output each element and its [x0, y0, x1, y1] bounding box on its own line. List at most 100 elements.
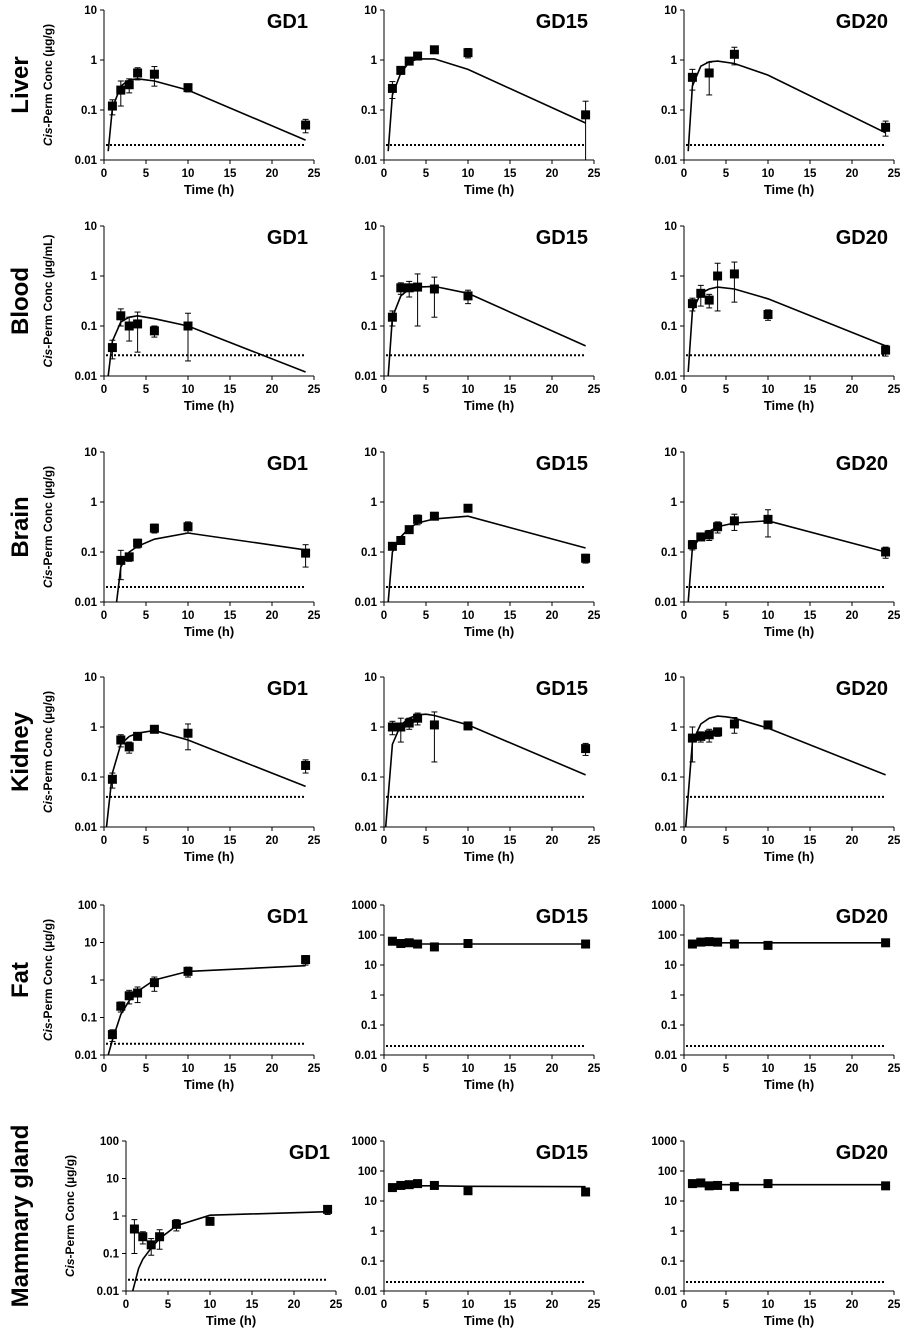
data-point-marker	[183, 83, 193, 93]
chart-panel-kidney-gd20: 0.01 0.1 1 10 0 5 10 15 20 25 Time (h) GD20	[655, 672, 901, 864]
data-point-marker	[116, 1001, 126, 1011]
data-point-marker	[413, 713, 423, 723]
x-axis-title: Time (h)	[464, 398, 514, 413]
y-tick-label: 0.01	[75, 597, 98, 609]
chart-panel-mammary-gland-gd15: 0.01 0.1 1 10 100 1000 0 5 10 15 20 25 Time (h) GD15	[351, 1136, 601, 1328]
y-tick-label: 10	[664, 5, 677, 17]
chart-panel-kidney-gd15: 0.01 0.1 1 10 0 5 10 15 20 25 Time (h) GD15	[355, 672, 601, 864]
x-axis-title: Time (h)	[764, 398, 814, 413]
y-tick-label: 0.01	[655, 371, 678, 383]
data-point-marker	[155, 1232, 165, 1242]
x-tick-label: 0	[681, 610, 687, 622]
x-tick-label: 5	[143, 610, 150, 622]
y-tick-label: 1000	[351, 900, 377, 912]
x-tick-label: 5	[723, 168, 730, 180]
x-tick-label: 20	[846, 610, 859, 622]
x-tick-label: 15	[804, 1299, 817, 1311]
y-tick-label: 0.01	[75, 822, 98, 834]
x-tick-label: 5	[423, 835, 430, 847]
data-point-marker	[116, 555, 126, 565]
x-tick-label: 0	[381, 835, 387, 847]
y-tick-label: 10	[664, 447, 677, 459]
x-tick-label: 25	[308, 610, 321, 622]
x-axis-title: Time (h)	[464, 1077, 514, 1092]
y-axis-title: Cis-Perm Conc (µg/g)	[41, 24, 55, 146]
chart-panel-fat-gd1: 0.01 0.1 1 10 100 0 5 10 15 20 25 Time (h) GD1	[75, 900, 321, 1092]
x-tick-label: 25	[308, 835, 321, 847]
x-tick-label: 15	[224, 610, 237, 622]
x-tick-label: 10	[762, 1299, 775, 1311]
data-point-marker	[413, 1179, 423, 1189]
x-tick-label: 0	[101, 835, 107, 847]
data-point-marker	[429, 720, 439, 730]
tissue-row-label: Liver	[7, 56, 34, 113]
x-tick-label: 20	[546, 1063, 559, 1075]
y-tick-label: 100	[658, 930, 677, 942]
y-tick-label: 0.1	[361, 547, 378, 559]
data-point-marker	[581, 939, 591, 949]
x-tick-label: 15	[504, 384, 517, 396]
y-tick-label: 0.01	[75, 155, 98, 167]
y-tick-label: 100	[358, 930, 377, 942]
y-tick-label: 0.01	[655, 1050, 678, 1062]
data-point-marker	[463, 503, 473, 513]
y-tick-label: 1	[671, 55, 678, 67]
x-tick-label: 20	[546, 168, 559, 180]
y-tick-label: 1	[371, 1226, 378, 1238]
data-point-marker	[387, 722, 397, 732]
data-point-marker	[404, 1180, 414, 1190]
panel-title: GD20	[836, 453, 888, 475]
y-tick-label: 10	[84, 5, 97, 17]
x-tick-label: 10	[462, 1299, 475, 1311]
y-axis-title: Cis-Perm Conc (µg/mL)	[41, 235, 55, 368]
x-tick-label: 25	[588, 1063, 601, 1075]
x-tick-label: 15	[504, 168, 517, 180]
data-point-marker	[387, 312, 397, 322]
x-tick-label: 15	[504, 1299, 517, 1311]
data-point-marker	[696, 288, 706, 298]
x-tick-label: 5	[723, 835, 730, 847]
x-axis-title: Time (h)	[464, 849, 514, 864]
y-tick-label: 0.1	[661, 105, 678, 117]
tissue-row-label: Fat	[7, 962, 34, 998]
data-point-marker	[704, 730, 714, 740]
y-tick-label: 10	[364, 221, 377, 233]
y-tick-label: 100	[658, 1166, 677, 1178]
data-point-marker	[729, 939, 739, 949]
model-curve	[687, 60, 886, 152]
panel-title: GD20	[836, 1142, 888, 1164]
data-point-marker	[763, 309, 773, 319]
y-tick-label: 1	[671, 497, 678, 509]
data-point-marker	[149, 523, 159, 533]
data-point-marker	[463, 939, 473, 949]
panel-title: GD15	[536, 453, 588, 475]
x-tick-label: 25	[888, 835, 901, 847]
x-axis-title: Time (h)	[764, 1313, 814, 1328]
y-tick-label: 0.01	[355, 597, 378, 609]
y-tick-label: 10	[364, 672, 377, 684]
data-point-marker	[429, 1180, 439, 1190]
y-tick-label: 1	[671, 990, 678, 1002]
x-tick-label: 5	[723, 1063, 730, 1075]
x-tick-label: 0	[101, 384, 107, 396]
data-point-marker	[133, 731, 143, 741]
chart-panel-mammary-gland-gd20: 0.01 0.1 1 10 100 1000 0 5 10 15 20 25 Time (h) GD20	[651, 1136, 901, 1328]
data-point-marker	[387, 936, 397, 946]
y-tick-label: 0.1	[81, 105, 98, 117]
model-curve	[384, 713, 586, 828]
y-tick-label: 0.1	[361, 772, 378, 784]
data-point-marker	[171, 1219, 181, 1229]
model-curve	[105, 729, 306, 828]
data-point-marker	[149, 326, 159, 336]
x-axis-title: Time (h)	[184, 398, 234, 413]
data-point-marker	[713, 1180, 723, 1190]
x-tick-label: 25	[308, 168, 321, 180]
chart-panel-kidney-gd1: 0.01 0.1 1 10 0 5 10 15 20 25 Time (h) GD1	[75, 672, 321, 864]
x-tick-label: 5	[423, 384, 430, 396]
y-tick-label: 1	[671, 722, 678, 734]
data-point-marker	[881, 1181, 891, 1191]
x-tick-label: 25	[588, 835, 601, 847]
data-point-marker	[413, 939, 423, 949]
x-tick-label: 5	[723, 384, 730, 396]
x-tick-label: 15	[504, 1063, 517, 1075]
